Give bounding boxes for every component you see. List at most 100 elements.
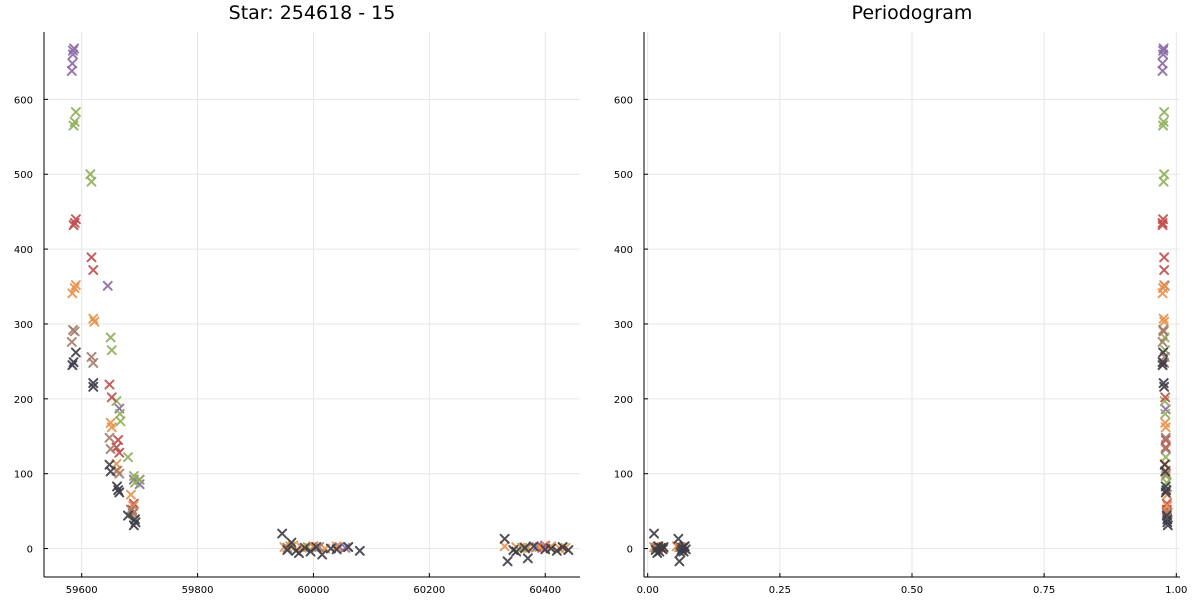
data-point: [88, 357, 99, 368]
data-point: [127, 508, 138, 519]
periodogram-panel: Periodogram 0.00 0.25 0.50 0.75 1.00 0 100 200 3…: [614, 2, 1188, 596]
series-brown: [650, 324, 1172, 553]
data-point: [546, 543, 557, 554]
x-tick-label: 0.50: [901, 585, 923, 596]
data-point: [106, 422, 117, 433]
data-point: [114, 447, 125, 458]
data-point: [1157, 360, 1168, 371]
data-point: [86, 252, 97, 263]
y-tick-label: 500: [14, 170, 33, 181]
data-point: [1159, 265, 1170, 276]
data-point: [88, 378, 99, 389]
x-tick-label: 60200: [413, 585, 445, 596]
data-point: [354, 545, 365, 556]
data-point: [519, 542, 530, 553]
data-point: [1160, 408, 1171, 419]
series-red: [653, 214, 1172, 553]
data-point: [1157, 58, 1168, 69]
data-point: [502, 556, 513, 567]
data-point: [104, 379, 115, 390]
data-point: [1160, 435, 1171, 446]
data-point: [129, 477, 140, 488]
data-point: [86, 176, 97, 187]
data-point: [1157, 288, 1168, 299]
data-point: [68, 120, 79, 131]
data-point: [557, 542, 568, 553]
data-point: [1160, 432, 1171, 443]
data-point: [563, 545, 574, 556]
data-point: [296, 542, 307, 553]
data-point: [1162, 517, 1173, 528]
data-point: [128, 520, 139, 531]
data-point: [88, 265, 99, 276]
light-curve-panel: Star: 254618 - 15 59600 59800 60000 60200 60…: [14, 2, 580, 596]
data-point: [123, 452, 134, 463]
data-point: [1160, 392, 1171, 403]
data-point: [67, 288, 78, 299]
series-orange: [649, 280, 1173, 554]
data-point: [106, 392, 117, 403]
y-tick-label: 400: [614, 245, 633, 256]
data-point: [134, 474, 145, 485]
y-tick-label: 100: [14, 470, 33, 481]
data-point: [499, 541, 510, 552]
data-point: [311, 542, 322, 553]
data-point: [511, 546, 522, 557]
data-point: [1158, 347, 1169, 358]
data-point: [680, 544, 691, 555]
x-tick-label: 59600: [66, 585, 98, 596]
data-point: [1160, 443, 1171, 454]
data-point: [68, 220, 79, 231]
data-point: [1162, 520, 1173, 531]
data-point: [1158, 45, 1169, 56]
data-point: [70, 107, 81, 118]
y-tick-label: 600: [14, 95, 33, 106]
data-point: [331, 544, 342, 555]
series-red: [68, 214, 548, 553]
data-point: [1160, 466, 1171, 477]
x-tick-label: 0.75: [1033, 585, 1055, 596]
chart-title: Star: 254618 - 15: [229, 2, 396, 24]
data-point: [66, 65, 77, 76]
data-point: [1158, 313, 1169, 324]
x-tick-label: 0.00: [637, 585, 659, 596]
data-point: [104, 432, 115, 443]
data-point: [1160, 487, 1171, 498]
data-point: [1159, 169, 1170, 180]
data-point: [69, 283, 80, 294]
data-point: [1158, 326, 1169, 337]
y-tick-label: 300: [14, 320, 33, 331]
data-point: [105, 466, 116, 477]
data-point: [102, 280, 113, 291]
y-tick-label: 400: [14, 245, 33, 256]
data-point: [1157, 65, 1168, 76]
data-point: [66, 336, 77, 347]
y-tick-label: 600: [614, 95, 633, 106]
data-point: [277, 528, 288, 539]
y-tick-label: 100: [614, 470, 633, 481]
y-tick-label: 500: [614, 170, 633, 181]
y-tick-label: 200: [14, 395, 33, 406]
y-tick-label: 200: [614, 395, 633, 406]
x-tick-label: 1.00: [1165, 585, 1187, 596]
data-point: [114, 487, 125, 498]
data-point: [1159, 107, 1170, 118]
data-point: [649, 528, 660, 539]
data-point: [528, 541, 539, 552]
x-tick-label: 60400: [529, 585, 561, 596]
series-orange: [67, 280, 571, 554]
data-point: [89, 316, 100, 327]
y-tick-label: 300: [614, 320, 633, 331]
data-point: [331, 541, 342, 552]
data-point: [105, 443, 116, 454]
data-point: [70, 347, 81, 358]
x-tick-label: 60000: [298, 585, 330, 596]
data-point: [299, 542, 310, 553]
data-point: [1158, 176, 1169, 187]
x-tick-label: 0.25: [769, 585, 791, 596]
data-point: [115, 416, 126, 427]
data-point: [67, 360, 78, 371]
data-point: [67, 49, 78, 60]
data-point: [499, 533, 510, 544]
